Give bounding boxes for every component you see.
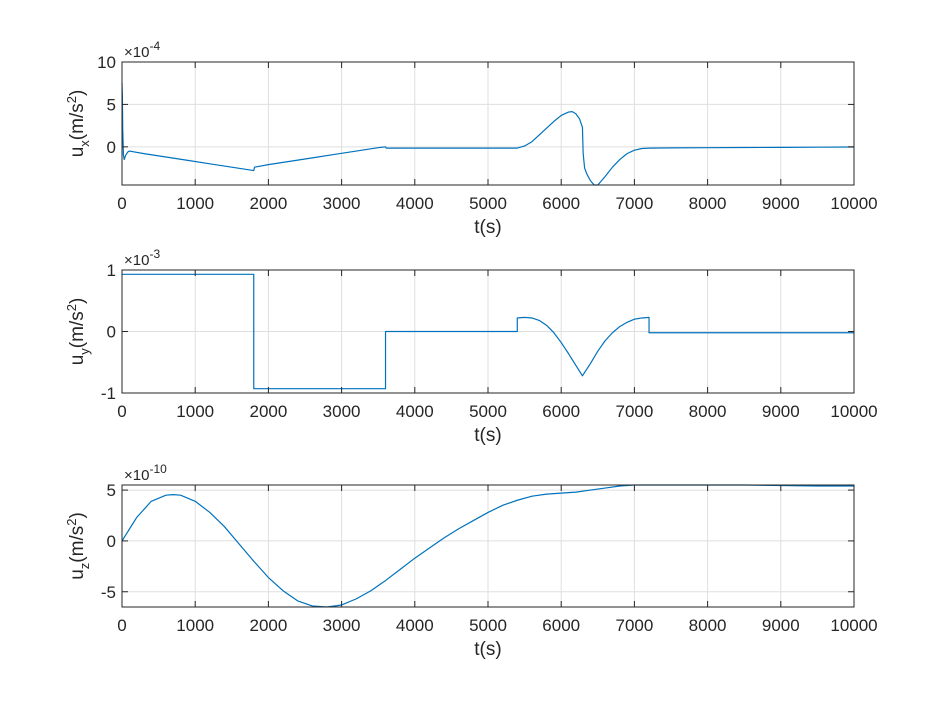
y-axis-label-rest: (m/s <box>67 526 88 563</box>
x-tick-label: 8000 <box>689 616 727 635</box>
series-line <box>121 484 854 608</box>
axis-exponent: ×10-4 <box>124 39 160 61</box>
exponent-base: ×10 <box>124 252 149 269</box>
x-tick-label: 10000 <box>830 402 877 421</box>
y-tick-label: 0 <box>107 323 116 342</box>
x-tick-label: 7000 <box>615 616 653 635</box>
y-axis-label-sub: x <box>77 140 92 147</box>
x-tick-label: 6000 <box>542 194 580 213</box>
y-tick-label: 0 <box>107 532 116 551</box>
y-axis-label: ux(m/s2) <box>64 90 92 158</box>
x-tick-label: 2000 <box>249 616 287 635</box>
axis-exponent: ×10-10 <box>124 462 167 484</box>
x-tick-label: 3000 <box>323 616 361 635</box>
y-axis-label: uy(m/s2) <box>64 298 92 366</box>
y-tick-label: 5 <box>107 95 116 114</box>
x-tick-label: 5000 <box>469 194 507 213</box>
y-axis-label-main: u <box>67 569 88 580</box>
y-tick-label: -1 <box>101 384 116 403</box>
y-axis-label-sub: z <box>77 563 92 570</box>
y-axis-label-sup: 2 <box>64 519 79 526</box>
exponent-power: -3 <box>149 247 160 261</box>
subplot-3: 0 1000 2000 3000 4000 5000 6000 7000 8000 9000 100… <box>64 462 878 660</box>
y-axis-label-sub: y <box>77 348 92 355</box>
x-axis-label: t(s) <box>474 425 501 446</box>
y-tick-label: -5 <box>101 583 116 602</box>
axis-exponent: ×10-3 <box>124 247 160 269</box>
y-axis-label-rest: (m/s <box>67 103 88 140</box>
y-axis-label: uz(m/s2) <box>64 512 92 580</box>
x-tick-label: 6000 <box>542 616 580 635</box>
x-tick-label: 1000 <box>176 194 214 213</box>
x-tick-label: 4000 <box>396 194 434 213</box>
x-tick-label: 2000 <box>249 402 287 421</box>
y-axis-label-main: u <box>67 355 88 366</box>
x-tick-label: 3000 <box>323 194 361 213</box>
x-tick-label: 2000 <box>249 194 287 213</box>
x-tick-label: 4000 <box>396 616 434 635</box>
x-tick-label: 7000 <box>615 194 653 213</box>
x-tick-label: 0 <box>117 616 126 635</box>
x-axis-label: t(s) <box>474 217 501 238</box>
exponent-power: -4 <box>149 39 160 53</box>
x-tick-label: 3000 <box>323 402 361 421</box>
x-tick-label: 6000 <box>542 402 580 421</box>
x-tick-label: 4000 <box>396 402 434 421</box>
y-axis-label-sup: 2 <box>64 96 79 103</box>
x-tick-label: 9000 <box>762 194 800 213</box>
x-tick-label: 10000 <box>830 194 877 213</box>
x-tick-label: 9000 <box>762 402 800 421</box>
x-tick-label: 8000 <box>689 402 727 421</box>
y-axis-label-end: ) <box>67 298 88 304</box>
y-axis-label-end: ) <box>67 90 88 96</box>
y-axis-label-end: ) <box>67 512 88 518</box>
exponent-base: ×10 <box>124 44 149 61</box>
x-tick-label: 1000 <box>176 402 214 421</box>
x-tick-label: 7000 <box>615 402 653 421</box>
x-tick-label: 0 <box>117 194 126 213</box>
series-line <box>122 273 854 390</box>
x-tick-label: 10000 <box>830 616 877 635</box>
x-tick-label: 5000 <box>469 402 507 421</box>
x-tick-label: 0 <box>117 402 126 421</box>
y-axis-label-rest: (m/s <box>67 311 88 348</box>
y-tick-label: 5 <box>107 481 116 500</box>
x-axis-label: t(s) <box>474 639 501 660</box>
exponent-base: ×10 <box>124 467 149 484</box>
y-tick-label: 10 <box>97 53 116 72</box>
y-axis-label-sup: 2 <box>64 304 79 311</box>
x-tick-label: 5000 <box>469 616 507 635</box>
series-line <box>121 83 855 186</box>
subplot-2: 0 1000 2000 3000 4000 5000 6000 7000 8000 9000 100… <box>64 247 878 446</box>
x-tick-label: 9000 <box>762 616 800 635</box>
exponent-power: -10 <box>149 462 167 476</box>
subplot-1: 0 1000 2000 3000 4000 5000 6000 7000 8000 9000 100… <box>64 39 878 238</box>
subplots: 0 1000 2000 3000 4000 5000 6000 7000 8000 9000 100… <box>64 39 878 660</box>
y-tick-label: 0 <box>107 138 116 157</box>
x-tick-label: 1000 <box>176 616 214 635</box>
y-tick-label: 1 <box>107 261 116 280</box>
x-tick-label: 8000 <box>689 194 727 213</box>
y-axis-label-main: u <box>67 147 88 158</box>
